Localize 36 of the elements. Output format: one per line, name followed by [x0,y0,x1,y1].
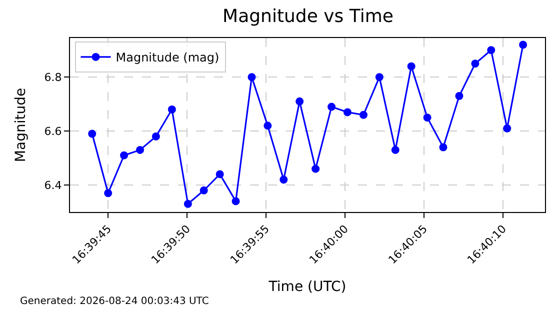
point [391,146,400,154]
point [264,122,272,130]
point [487,46,496,54]
point [423,114,432,122]
point [168,105,176,114]
y-axis-title: Magnitude [12,88,29,162]
y-tick-label: 6.6 [44,124,62,138]
point [375,73,384,82]
point [296,97,304,106]
x-axis-title: Time (UTC) [268,278,346,295]
point [136,146,144,154]
legend-label: Magnitude (mag) [116,50,220,65]
point [216,170,224,178]
point [280,176,288,184]
text: Generated: 2026-08-24 00:03:43 UTC [20,296,209,307]
point [328,102,336,111]
point [407,62,416,70]
point [152,132,160,140]
point [88,130,96,138]
point [455,92,464,100]
point [200,186,208,194]
y-tick-label: 6.8 [44,70,62,84]
point [471,60,480,68]
point [104,189,112,198]
point [343,108,352,116]
point [248,73,256,82]
y-tick-label: 6.4 [44,178,62,192]
point [232,197,240,206]
chart-title: Magnitude vs Time [222,6,394,28]
point [312,164,320,173]
point [439,143,448,152]
point [120,151,128,160]
point [359,110,368,119]
point [519,40,528,49]
point [184,200,192,208]
point [503,124,512,132]
